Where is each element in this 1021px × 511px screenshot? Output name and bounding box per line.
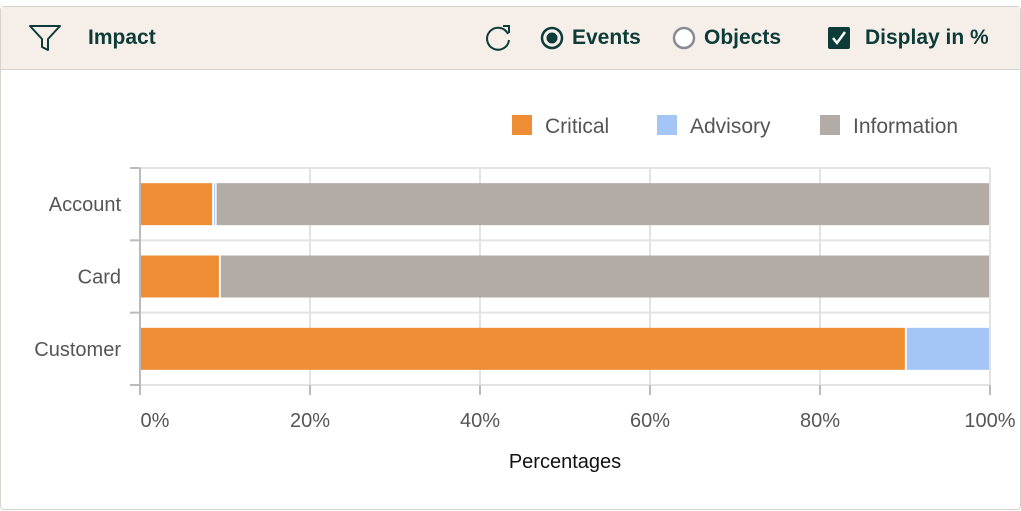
refresh-button[interactable] xyxy=(482,22,514,54)
legend-swatch xyxy=(512,115,532,135)
bar-critical xyxy=(141,255,219,298)
legend-swatch xyxy=(820,115,840,135)
x-tick-label: 0% xyxy=(141,410,170,432)
filter-funnel-icon xyxy=(29,25,61,51)
radio-unchecked-icon xyxy=(672,26,696,50)
x-tick-label: 80% xyxy=(800,410,840,432)
radio-objects[interactable]: Objects xyxy=(672,26,781,50)
x-axis-title: Percentages xyxy=(509,451,621,473)
x-tick-label: 20% xyxy=(290,410,330,432)
bar-critical xyxy=(141,327,905,370)
y-category-label: Customer xyxy=(34,339,121,361)
y-category-label: Account xyxy=(49,194,122,216)
display-percent-checkbox[interactable]: Display in % xyxy=(827,26,989,50)
bar-information xyxy=(216,183,989,226)
radio-objects-label: Objects xyxy=(704,26,782,49)
display-percent-label: Display in % xyxy=(865,26,989,49)
legend-label: Information xyxy=(853,115,958,138)
legend-label: Advisory xyxy=(690,115,771,138)
radio-events[interactable]: Events xyxy=(540,26,641,50)
x-tick-label: 60% xyxy=(630,410,670,432)
bar-information xyxy=(220,255,989,298)
radio-checked-icon xyxy=(540,26,564,50)
card-title: Impact xyxy=(88,26,156,49)
card-header: Impact Events Objects Display in % xyxy=(1,7,1020,70)
legend-label: Critical xyxy=(545,115,609,138)
bar-advisory xyxy=(906,327,989,370)
radio-events-label: Events xyxy=(572,26,641,49)
refresh-icon xyxy=(486,25,510,51)
filter-button[interactable] xyxy=(27,23,63,53)
legend-swatch xyxy=(657,115,677,135)
impact-chart: 0% 20% 40% 60% 80% 100% Account Card Customer Cri… xyxy=(34,115,1016,473)
y-category-label: Card xyxy=(78,267,121,289)
bar-critical xyxy=(141,183,213,226)
checkbox-checked-icon xyxy=(828,27,850,49)
bar-advisory xyxy=(214,183,216,226)
x-tick-label: 40% xyxy=(460,410,500,432)
impact-card: Impact Events Objects Display in % 0% 20%… xyxy=(0,6,1021,510)
x-tick-label: 100% xyxy=(964,410,1015,432)
